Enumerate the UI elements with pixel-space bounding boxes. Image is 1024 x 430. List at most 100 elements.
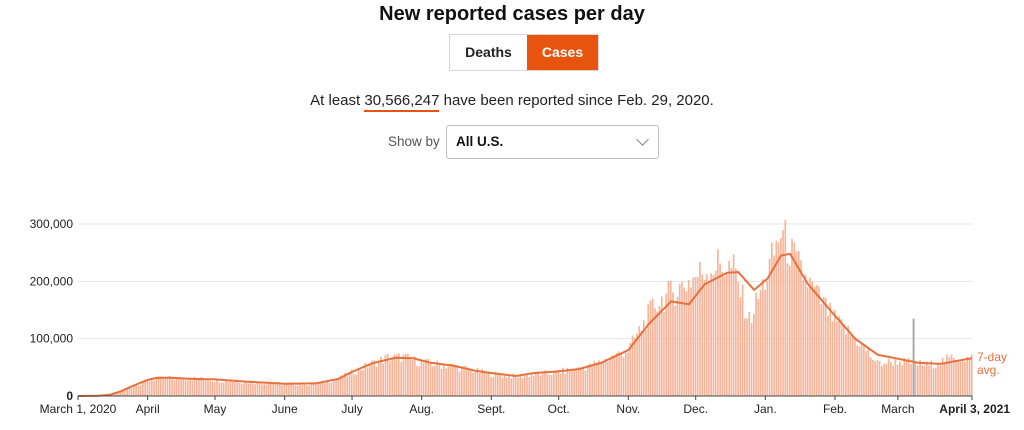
daily-bar — [355, 374, 358, 396]
daily-bar — [667, 280, 670, 396]
daily-bar — [458, 371, 461, 396]
daily-bar — [544, 370, 546, 396]
daily-bar — [764, 289, 766, 396]
y-tick-label: 200,000 — [30, 274, 74, 288]
daily-bar — [665, 293, 668, 396]
chart-title: New reported cases per day — [379, 3, 645, 25]
daily-bar — [636, 333, 638, 396]
daily-bar — [624, 353, 627, 396]
daily-bar — [905, 359, 908, 396]
x-tick-label: March — [881, 402, 914, 416]
daily-bar — [133, 386, 135, 396]
daily-bar — [380, 356, 382, 396]
daily-bar — [124, 389, 126, 396]
daily-bar — [708, 283, 710, 396]
daily-bar — [842, 324, 845, 396]
daily-bar — [362, 370, 364, 396]
daily-bar — [234, 381, 236, 396]
daily-bar — [955, 361, 957, 396]
daily-bar — [126, 388, 128, 396]
daily-bar — [714, 270, 717, 396]
daily-bar — [281, 385, 283, 396]
daily-bar — [681, 281, 683, 396]
cases-toggle-button[interactable]: Cases — [527, 35, 598, 70]
daily-bar — [593, 361, 596, 396]
daily-bar — [631, 335, 634, 396]
daily-bar — [452, 364, 454, 396]
daily-bar — [236, 381, 239, 396]
daily-bar — [786, 263, 789, 396]
daily-bar — [200, 377, 203, 396]
daily-bar — [173, 379, 176, 396]
daily-bar — [267, 383, 270, 396]
daily-bar — [220, 382, 223, 396]
daily-bar — [492, 376, 495, 396]
daily-bar — [368, 365, 371, 396]
daily-bar — [294, 385, 297, 396]
daily-bar — [460, 366, 463, 396]
daily-bar — [746, 318, 748, 396]
daily-bar — [420, 360, 423, 396]
daily-bar — [564, 373, 566, 396]
daily-bar — [692, 277, 695, 396]
daily-bar — [375, 366, 378, 396]
seven-day-avg-label: 7-day — [977, 350, 1007, 364]
daily-bar — [164, 376, 167, 396]
x-tick-label: Sept. — [477, 402, 505, 416]
daily-bar — [784, 219, 787, 396]
daily-bar — [966, 356, 969, 396]
daily-bar — [663, 311, 665, 396]
daily-bar — [456, 365, 459, 396]
daily-bar — [263, 383, 265, 396]
x-tick-label: March 1, 2020 — [40, 402, 117, 416]
daily-bar — [809, 277, 811, 396]
daily-bar — [757, 298, 760, 396]
x-tick-label: Aug. — [409, 402, 434, 416]
daily-bar — [804, 274, 807, 396]
daily-bar — [279, 382, 281, 396]
daily-bar — [319, 382, 322, 396]
daily-bar — [310, 384, 313, 396]
daily-bar — [598, 360, 600, 396]
daily-bar — [782, 229, 784, 396]
daily-bar — [335, 379, 337, 396]
daily-bar — [265, 384, 268, 396]
deaths-toggle-button[interactable]: Deaths — [450, 35, 527, 70]
daily-bar — [748, 312, 751, 396]
daily-bar — [292, 382, 295, 396]
daily-bar — [568, 371, 571, 396]
daily-bar — [314, 384, 317, 396]
daily-bar — [153, 380, 155, 396]
daily-bar — [658, 306, 661, 396]
daily-bar — [514, 375, 517, 396]
daily-bar — [836, 321, 838, 396]
daily-bar — [770, 242, 773, 396]
daily-bar — [797, 251, 800, 396]
daily-bar — [249, 381, 252, 396]
daily-bar — [440, 368, 443, 396]
daily-bar — [582, 367, 584, 396]
daily-bar — [245, 381, 248, 396]
daily-bar — [676, 296, 679, 396]
daily-bar — [339, 375, 342, 396]
region-select[interactable]: All U.S. — [446, 125, 659, 159]
daily-bar — [301, 384, 304, 396]
daily-bar — [577, 366, 580, 396]
daily-bar — [878, 361, 881, 396]
daily-bar — [159, 376, 162, 396]
daily-bar — [833, 309, 836, 396]
daily-bar — [613, 357, 616, 396]
daily-bar — [851, 335, 854, 396]
daily-bar — [896, 364, 899, 396]
daily-bar — [193, 377, 196, 396]
daily-bar — [961, 361, 964, 396]
daily-bar — [914, 362, 917, 396]
daily-bar — [409, 358, 411, 396]
daily-bar — [229, 381, 232, 396]
daily-bar — [447, 366, 450, 396]
daily-bar — [831, 321, 834, 396]
x-tick-label: June — [272, 402, 298, 416]
daily-bar — [575, 370, 578, 396]
daily-bar — [699, 262, 701, 396]
daily-bar — [254, 384, 257, 396]
